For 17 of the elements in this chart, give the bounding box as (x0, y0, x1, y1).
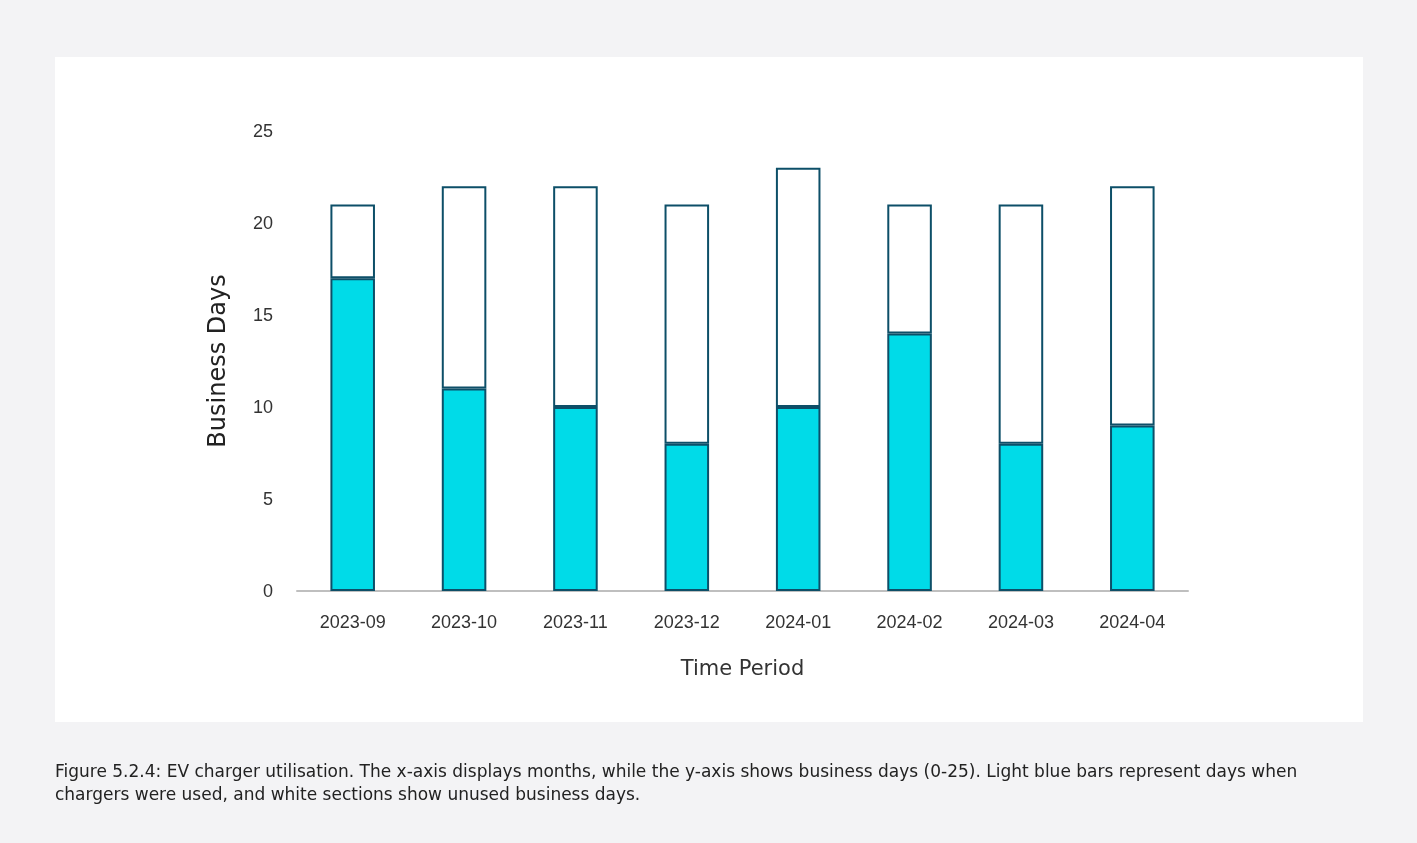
x-tick-label: 2023-10 (431, 612, 498, 632)
x-axis-title: Time Period (679, 655, 805, 680)
y-tick-label: 20 (252, 213, 273, 233)
caption: Figure 5.2.4: EV charger utilisation. The x-axis displays months, while the y-axis shows business days (0-25). Light blue bars represent days when chargers were used, and white sections show unused business days. (55, 760, 1299, 806)
x-tick-label: 2024-01 (765, 612, 832, 632)
x-tick-label: 2023-09 (319, 612, 386, 632)
y-tick-label: 25 (252, 121, 273, 141)
x-tick-label: 2024-03 (987, 612, 1054, 632)
x-tick-label: 2023-12 (653, 612, 720, 632)
y-tick-label: 15 (252, 305, 273, 325)
x-tick-label: 2024-04 (1099, 612, 1166, 632)
y-axis-title: Business Days (203, 274, 231, 448)
y-tick-label: 10 (252, 397, 273, 417)
y-tick-label: 0 (262, 581, 273, 601)
y-tick-label: 5 (262, 489, 273, 509)
x-tick-label: 2024-02 (876, 612, 943, 632)
x-tick-label: 2023-11 (543, 612, 608, 632)
